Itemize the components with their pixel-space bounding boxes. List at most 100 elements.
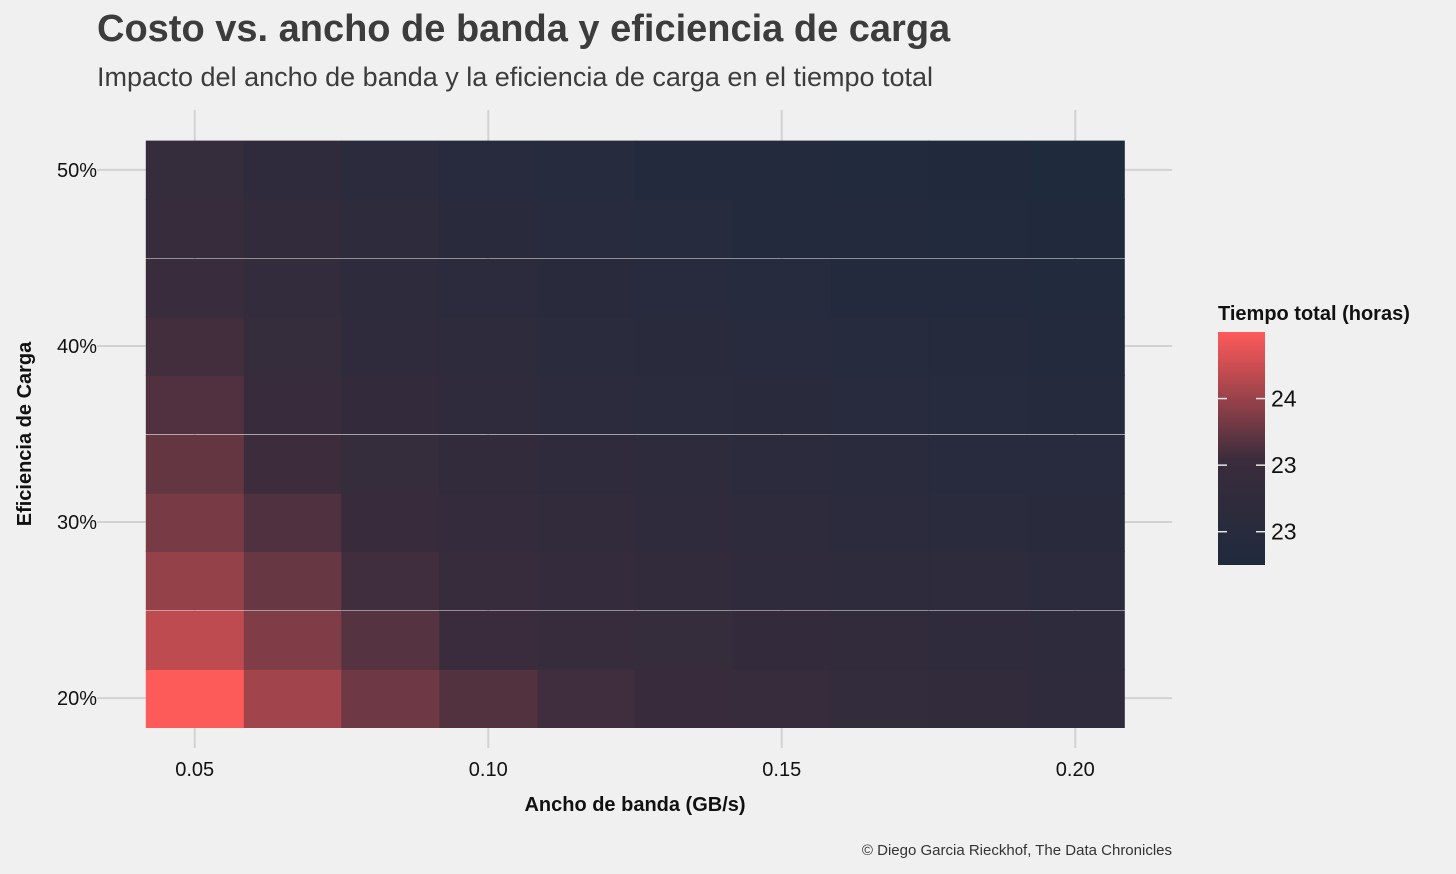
legend-tick-label: 24	[1271, 386, 1297, 412]
heatmap-cell	[1026, 550, 1125, 611]
heatmap-cell	[928, 316, 1027, 376]
heatmap-cell	[145, 668, 245, 728]
heatmap-cell	[341, 610, 440, 670]
heatmap-cell	[732, 316, 832, 376]
heatmap-cell	[1026, 140, 1125, 200]
heatmap-cell	[634, 258, 734, 318]
heatmap-cell	[928, 374, 1027, 434]
heatmap-cell	[243, 550, 343, 611]
heatmap-cell	[732, 550, 832, 611]
x-tick-label: 0.10	[469, 759, 508, 781]
heatmap-cell	[243, 492, 343, 552]
heatmap-cell	[341, 258, 440, 318]
y-tick-label: 50%	[57, 160, 97, 182]
heatmap-cell	[634, 668, 734, 728]
color-legend: Tiempo total (horas) 24 23 23	[1218, 303, 1410, 565]
heatmap-cell	[145, 610, 245, 670]
y-axis-title: Eficiencia de Carga	[14, 341, 36, 526]
heatmap-cell	[537, 198, 636, 258]
heatmap-cell	[537, 258, 636, 318]
heatmap-cell	[732, 374, 832, 434]
heatmap-cell	[928, 434, 1027, 494]
heatmap-cell	[145, 258, 245, 318]
heatmap-cell	[537, 610, 636, 670]
heatmap-cell	[732, 198, 832, 258]
x-axis-ticks: 0.05 0.10 0.15 0.20	[175, 759, 1094, 781]
heatmap-cell	[928, 492, 1027, 552]
legend-title: Tiempo total (horas)	[1218, 303, 1410, 325]
heatmap-cell	[830, 316, 930, 376]
heatmap-cell	[439, 610, 538, 670]
heatmap-cell	[1026, 374, 1125, 434]
heatmap-cell	[634, 550, 734, 611]
heatmap-cell	[634, 434, 734, 494]
heatmap-cell	[634, 140, 734, 200]
heatmap-cell	[537, 434, 636, 494]
chart-subtitle: Impacto del ancho de banda y la eficienc…	[97, 62, 934, 92]
heatmap-cell	[439, 434, 538, 494]
heatmap-cell	[537, 374, 636, 434]
heatmap-cell	[243, 140, 343, 200]
heatmap-cell	[243, 668, 343, 728]
heatmap-cell	[732, 434, 832, 494]
y-tick-label: 20%	[57, 688, 97, 710]
heatmap-cell	[732, 140, 832, 200]
heatmap-cell	[341, 550, 440, 611]
heatmap-cell	[928, 550, 1027, 611]
heatmap-cell	[830, 434, 930, 494]
heatmap-cell	[243, 374, 343, 434]
heatmap-cell	[439, 374, 538, 434]
heatmap-cell	[243, 198, 343, 258]
heatmap-cell	[145, 198, 245, 258]
heatmap-cell	[341, 198, 440, 258]
heatmap-cell	[145, 492, 245, 552]
legend-tick-label: 23	[1271, 519, 1297, 545]
heatmap-cell	[341, 492, 440, 552]
heatmap-cell	[537, 550, 636, 611]
heatmap-cell	[732, 492, 832, 552]
heatmap-cell	[1026, 492, 1125, 552]
heatmap-cell	[732, 668, 832, 728]
heatmap-cell	[830, 258, 930, 318]
heatmap-cell	[145, 316, 245, 376]
y-axis-ticks: 20% 30% 40% 50%	[57, 160, 97, 710]
heatmap-cell	[1026, 610, 1125, 670]
chart-caption: © Diego Garcia Rieckhof, The Data Chroni…	[861, 842, 1172, 859]
heatmap-cell	[341, 374, 440, 434]
heatmap-cell	[537, 668, 636, 728]
heatmap-cell	[830, 610, 930, 670]
heatmap-cell	[1026, 258, 1125, 318]
heatmap-cell	[243, 610, 343, 670]
x-tick-label: 0.20	[1056, 759, 1095, 781]
x-tick-label: 0.05	[175, 759, 214, 781]
heatmap-cell	[243, 316, 343, 376]
heatmap-cell	[439, 668, 538, 728]
heatmap-cell	[928, 140, 1027, 200]
x-tick-label: 0.15	[762, 759, 801, 781]
heatmap-cell	[1026, 434, 1125, 494]
heatmap-cell	[634, 374, 734, 434]
heatmap-cell	[341, 668, 440, 728]
heatmap-cell	[145, 140, 245, 200]
heatmap-cell	[830, 374, 930, 434]
heatmap-cell	[928, 668, 1027, 728]
heatmap-cell	[439, 258, 538, 318]
heatmap-cell	[634, 610, 734, 670]
heatmap-cell	[145, 374, 245, 434]
heatmap-cell	[537, 316, 636, 376]
heatmap-cell	[928, 610, 1027, 670]
heatmap-cell	[928, 258, 1027, 318]
legend-tick-label: 23	[1271, 452, 1297, 478]
heatmap-cell	[439, 316, 538, 376]
heatmap-cell	[830, 140, 930, 200]
chart-title: Costo vs. ancho de banda y eficiencia de…	[97, 8, 951, 50]
x-axis-title: Ancho de banda (GB/s)	[524, 794, 745, 816]
heatmap-cell	[439, 492, 538, 552]
y-tick-label: 40%	[57, 336, 97, 358]
heatmap-cell	[341, 434, 440, 494]
heatmap-cell	[1026, 668, 1125, 728]
heatmap-cell	[145, 434, 245, 494]
legend-colorbar	[1218, 332, 1265, 565]
heatmap-cell	[1026, 198, 1125, 258]
